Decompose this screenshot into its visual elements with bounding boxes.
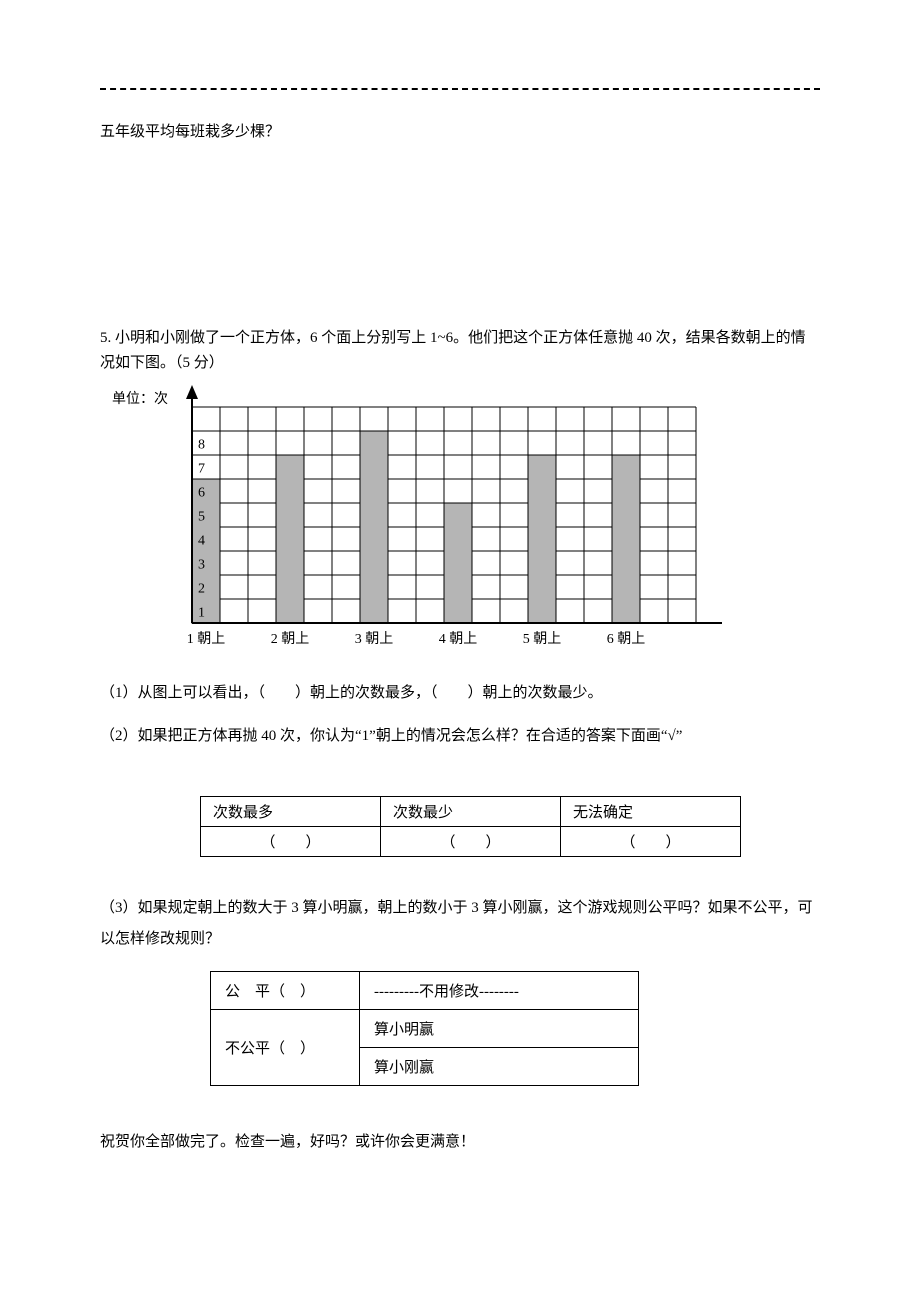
t1-c0: （ ） bbox=[201, 826, 381, 856]
y-tick-label: 5 bbox=[198, 509, 205, 524]
bar bbox=[528, 455, 556, 623]
bar bbox=[192, 479, 220, 623]
t1-h1: 次数最少 bbox=[381, 796, 561, 826]
top-rule bbox=[100, 88, 820, 90]
t2-r2c2: 算小明赢 bbox=[360, 1009, 639, 1047]
q5-sub2: （2）如果把正方体再抛 40 次，你认为“1”朝上的情况会怎么样？在合适的答案下… bbox=[100, 724, 820, 750]
x-tick-label: 5 朝上 bbox=[523, 631, 562, 647]
table2-wrap: 公 平（ ） ---------不用修改-------- 不公平（ ） 算小明赢… bbox=[210, 971, 820, 1086]
table-row: （ ） （ ） （ ） bbox=[201, 826, 741, 856]
chart-unit-label: 单位：次 bbox=[112, 391, 168, 407]
y-tick-label: 6 bbox=[198, 485, 205, 500]
t1-c2: （ ） bbox=[561, 826, 741, 856]
table-row: 公 平（ ） ---------不用修改-------- bbox=[211, 971, 639, 1009]
y-axis-arrow bbox=[186, 385, 198, 399]
t2-r1c2: ---------不用修改-------- bbox=[360, 971, 639, 1009]
q4-text: 五年级平均每班栽多少棵？ bbox=[100, 120, 820, 146]
q5-block: 5. 小明和小刚做了一个正方体，6 个面上分别写上 1~6。他们把这个正方体任意… bbox=[100, 326, 820, 1156]
q5-sub3: （3）如果规定朝上的数大于 3 算小明赢，朝上的数小于 3 算小刚赢，这个游戏规… bbox=[100, 893, 820, 956]
y-tick-label: 3 bbox=[198, 557, 205, 572]
table1-wrap: 次数最多 次数最少 无法确定 （ ） （ ） （ ） bbox=[200, 796, 820, 857]
t2-r1c1: 公 平（ ） bbox=[211, 971, 360, 1009]
x-tick-label: 3 朝上 bbox=[355, 631, 394, 647]
bar-chart: 单位：次 1 2 3 4 5 6 7 8 1 朝上 2 朝上 3 朝上 4 朝上 5 朝上 6 朝上 bbox=[102, 383, 722, 663]
x-tick-label: 2 朝上 bbox=[271, 631, 310, 647]
q5-sub1: （1）从图上可以看出，（ ）朝上的次数最多，（ ）朝上的次数最少。 bbox=[100, 681, 820, 707]
chart-wrap: 单位：次 1 2 3 4 5 6 7 8 1 朝上 2 朝上 3 朝上 4 朝上 5 朝上 6 朝上 bbox=[102, 383, 820, 663]
q5-intro: 5. 小明和小刚做了一个正方体，6 个面上分别写上 1~6。他们把这个正方体任意… bbox=[100, 326, 820, 377]
bar bbox=[612, 455, 640, 623]
table-row: 次数最多 次数最少 无法确定 bbox=[201, 796, 741, 826]
closing-text: 祝贺你全部做完了。检查一遍，好吗？或许你会更满意！ bbox=[100, 1130, 820, 1156]
t1-h0: 次数最多 bbox=[201, 796, 381, 826]
x-tick-label: 1 朝上 bbox=[187, 631, 226, 647]
t2-r23c1: 不公平（ ） bbox=[211, 1009, 360, 1085]
bar bbox=[360, 431, 388, 623]
bar bbox=[276, 455, 304, 623]
y-tick-label: 8 bbox=[198, 437, 205, 452]
y-tick-label: 1 bbox=[198, 605, 205, 620]
table1: 次数最多 次数最少 无法确定 （ ） （ ） （ ） bbox=[200, 796, 741, 857]
y-tick-label: 4 bbox=[198, 533, 205, 548]
table2: 公 平（ ） ---------不用修改-------- 不公平（ ） 算小明赢… bbox=[210, 971, 639, 1086]
t1-c1: （ ） bbox=[381, 826, 561, 856]
t1-h2: 无法确定 bbox=[561, 796, 741, 826]
y-tick-label: 2 bbox=[198, 581, 205, 596]
x-tick-label: 6 朝上 bbox=[607, 631, 646, 647]
bar bbox=[444, 503, 472, 623]
t2-r3c2: 算小刚赢 bbox=[360, 1047, 639, 1085]
y-tick-label: 7 bbox=[198, 461, 205, 476]
page: 五年级平均每班栽多少棵？ 5. 小明和小刚做了一个正方体，6 个面上分别写上 1… bbox=[0, 0, 920, 1302]
table-row: 不公平（ ） 算小明赢 bbox=[211, 1009, 639, 1047]
x-tick-label: 4 朝上 bbox=[439, 631, 478, 647]
